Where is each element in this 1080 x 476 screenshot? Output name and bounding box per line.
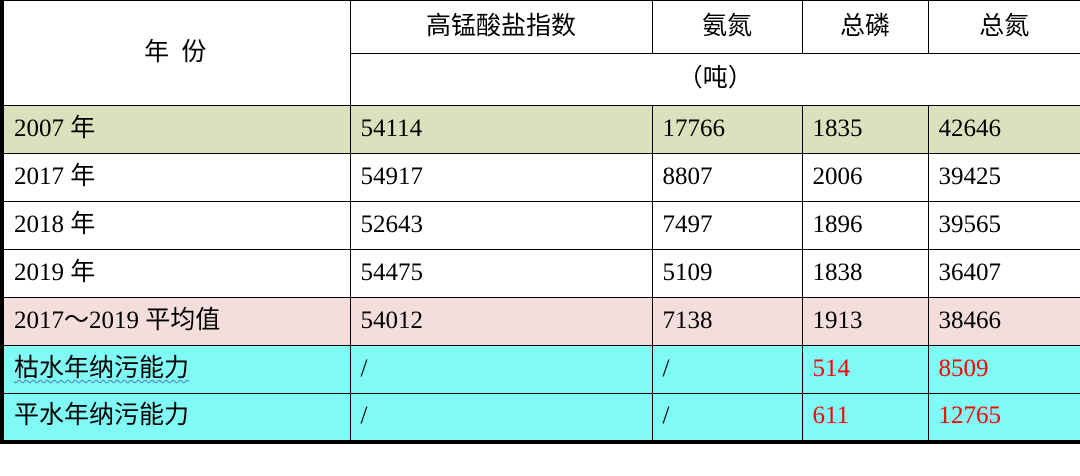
header-label-year: 年 份: [144, 38, 210, 66]
row-label: 2017 年: [0, 153, 351, 202]
row-label: 枯水年纳污能力: [0, 345, 351, 394]
table-row: 枯水年纳污能力 / / 514 8509: [0, 345, 1080, 394]
cell-total-phosphorus: 1896: [801, 201, 929, 250]
header-cell-total-nitrogen: 总氮: [927, 0, 1080, 54]
cell-total-nitrogen: 36407: [927, 249, 1080, 298]
row-label: 2007 年: [0, 105, 351, 154]
cell-total-nitrogen: 38466: [927, 297, 1080, 346]
header-cell-total-phosphorus: 总磷: [801, 0, 929, 54]
cell-total-phosphorus: 1913: [801, 297, 929, 346]
cell-ammonia-nitrogen: 7497: [651, 201, 803, 250]
water-capacity-table: 年 份 高锰酸盐指数 氨氮 总磷 总氮 （吨） 2007 年 54114 177…: [0, 0, 1080, 444]
cell-total-phosphorus: 611: [801, 393, 929, 444]
cell-ammonia-nitrogen: 8807: [651, 153, 803, 202]
cell-permanganate-index: 54012: [349, 297, 653, 346]
table-body: 2007 年 54114 17766 1835 42646 2017 年 549…: [0, 105, 1080, 444]
cell-permanganate-index: 54475: [349, 249, 653, 298]
cell-ammonia-nitrogen: 17766: [651, 105, 803, 154]
cell-total-nitrogen: 8509: [927, 345, 1080, 394]
cell-ammonia-nitrogen: 5109: [651, 249, 803, 298]
cell-total-phosphorus: 514: [801, 345, 929, 394]
header-cell-ammonia-nitrogen: 氨氮: [651, 0, 803, 54]
table-row: 2007 年 54114 17766 1835 42646: [0, 105, 1080, 154]
cell-total-nitrogen: 39565: [927, 201, 1080, 250]
header-cell-year: 年 份: [0, 0, 351, 106]
header-row-unit: （吨）: [2, 53, 1080, 106]
table-row: 2018 年 52643 7497 1896 39565: [0, 201, 1080, 250]
header-row-metrics: 年 份 高锰酸盐指数 氨氮 总磷 总氮: [0, 0, 1080, 106]
cell-total-nitrogen: 42646: [927, 105, 1080, 154]
table-row: 2019 年 54475 5109 1838 36407: [0, 249, 1080, 298]
cell-permanganate-index: 54917: [349, 153, 653, 202]
cell-total-nitrogen: 39425: [927, 153, 1080, 202]
header-cell-unit: （吨）: [349, 53, 1080, 106]
row-label: 平水年纳污能力: [0, 393, 351, 444]
table-row: 2017 年 54917 8807 2006 39425: [0, 153, 1080, 202]
cell-permanganate-index: 54114: [349, 105, 653, 154]
header-cell-permanganate-index: 高锰酸盐指数: [349, 0, 653, 54]
cell-ammonia-nitrogen: /: [651, 345, 803, 394]
cell-permanganate-index: /: [349, 345, 653, 394]
cell-total-nitrogen: 12765: [927, 393, 1080, 444]
row-label: 2018 年: [0, 201, 351, 250]
cell-total-phosphorus: 2006: [801, 153, 929, 202]
cell-permanganate-index: /: [349, 393, 653, 444]
row-label: 2019 年: [0, 249, 351, 298]
cell-ammonia-nitrogen: /: [651, 393, 803, 444]
cell-total-phosphorus: 1838: [801, 249, 929, 298]
cell-ammonia-nitrogen: 7138: [651, 297, 803, 346]
table-row: 2017～2019 平均值 54012 7138 1913 38466: [0, 297, 1080, 346]
table-row: 平水年纳污能力 / / 611 12765: [0, 393, 1080, 444]
cell-permanganate-index: 52643: [349, 201, 653, 250]
cell-total-phosphorus: 1835: [801, 105, 929, 154]
row-label: 2017～2019 平均值: [0, 297, 351, 346]
table-header: 年 份 高锰酸盐指数 氨氮 总磷 总氮 （吨）: [0, 0, 1080, 106]
row-label-text: 枯水年纳污能力: [14, 355, 190, 383]
